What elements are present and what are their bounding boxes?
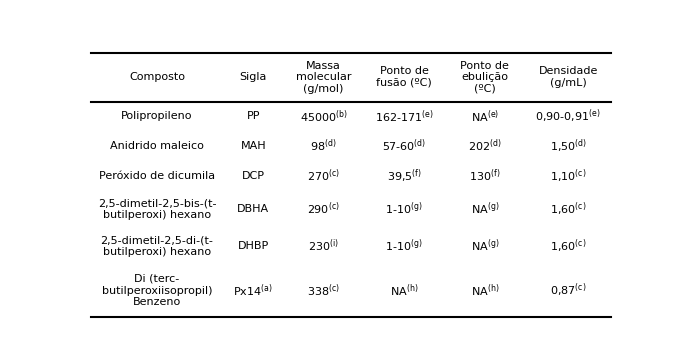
Text: 1-10$^{\mathregular{(g)}}$: 1-10$^{\mathregular{(g)}}$ <box>385 201 423 218</box>
Text: NA$^{\mathregular{(h)}}$: NA$^{\mathregular{(h)}}$ <box>471 282 499 299</box>
Text: DCP: DCP <box>241 171 265 181</box>
Text: Peróxido de dicumila: Peróxido de dicumila <box>99 171 215 181</box>
Text: 45000$^{\mathregular{(b)}}$: 45000$^{\mathregular{(b)}}$ <box>299 108 347 125</box>
Text: 270$^{\mathregular{(c)}}$: 270$^{\mathregular{(c)}}$ <box>307 168 340 184</box>
Text: 1,60$^{\mathregular{(c)}}$: 1,60$^{\mathregular{(c)}}$ <box>550 237 587 255</box>
Text: 130$^{\mathregular{(f)}}$: 130$^{\mathregular{(f)}}$ <box>469 168 501 184</box>
Text: Densidade
(g/mL): Densidade (g/mL) <box>539 66 598 88</box>
Text: NA$^{\mathregular{(g)}}$: NA$^{\mathregular{(g)}}$ <box>471 201 499 218</box>
Text: 0,90-0,91$^{\mathregular{(e)}}$: 0,90-0,91$^{\mathregular{(e)}}$ <box>535 108 601 125</box>
Text: 1,10$^{\mathregular{(c)}}$: 1,10$^{\mathregular{(c)}}$ <box>550 167 587 185</box>
Text: Massa
molecular
(g/mol): Massa molecular (g/mol) <box>296 61 351 94</box>
Text: DHBP: DHBP <box>237 241 269 251</box>
Text: PP: PP <box>246 111 260 121</box>
Text: Composto: Composto <box>129 72 185 82</box>
Text: 338$^{\mathregular{(c)}}$: 338$^{\mathregular{(c)}}$ <box>307 282 340 299</box>
Text: Sigla: Sigla <box>239 72 267 82</box>
Text: Ponto de
ebulição
(ºC): Ponto de ebulição (ºC) <box>460 61 509 94</box>
Text: 2,5-dimetil-2,5-di-(t-
butilperoxi) hexano: 2,5-dimetil-2,5-di-(t- butilperoxi) hexa… <box>100 235 213 257</box>
Text: NA$^{\mathregular{(h)}}$: NA$^{\mathregular{(h)}}$ <box>390 282 418 299</box>
Text: 290$^{\mathregular{(c)}}$: 290$^{\mathregular{(c)}}$ <box>307 201 340 218</box>
Text: MAH: MAH <box>241 141 266 151</box>
Text: 162-171$^{\mathregular{(e)}}$: 162-171$^{\mathregular{(e)}}$ <box>375 108 434 125</box>
Text: 230$^{\mathregular{(i)}}$: 230$^{\mathregular{(i)}}$ <box>308 238 339 254</box>
Text: Ponto de
fusão (ºC): Ponto de fusão (ºC) <box>376 66 432 88</box>
Text: 98$^{\mathregular{(d)}}$: 98$^{\mathregular{(d)}}$ <box>310 138 337 154</box>
Text: 0,87$^{\mathregular{(c)}}$: 0,87$^{\mathregular{(c)}}$ <box>550 282 587 299</box>
Text: 1,60$^{\mathregular{(c)}}$: 1,60$^{\mathregular{(c)}}$ <box>550 200 587 218</box>
Text: 1,50$^{\mathregular{(d)}}$: 1,50$^{\mathregular{(d)}}$ <box>550 137 587 155</box>
Text: NA$^{\mathregular{(e)}}$: NA$^{\mathregular{(e)}}$ <box>471 108 499 125</box>
Text: Px14$^{\mathregular{(a)}}$: Px14$^{\mathregular{(a)}}$ <box>233 282 273 299</box>
Text: 1-10$^{\mathregular{(g)}}$: 1-10$^{\mathregular{(g)}}$ <box>385 238 423 254</box>
Text: Polipropileno: Polipropileno <box>121 111 192 121</box>
Text: Anidrido maleico: Anidrido maleico <box>110 141 204 151</box>
Text: 202$^{\mathregular{(d)}}$: 202$^{\mathregular{(d)}}$ <box>468 138 502 154</box>
Text: 57-60$^{\mathregular{(d)}}$: 57-60$^{\mathregular{(d)}}$ <box>382 138 426 154</box>
Text: 39,5$^{\mathregular{(f)}}$: 39,5$^{\mathregular{(f)}}$ <box>387 167 421 185</box>
Text: NA$^{\mathregular{(g)}}$: NA$^{\mathregular{(g)}}$ <box>471 238 499 254</box>
Text: 2,5-dimetil-2,5-bis-(t-
butilperoxi) hexano: 2,5-dimetil-2,5-bis-(t- butilperoxi) hex… <box>98 199 216 220</box>
Text: Di (terc-
butilperoxiisopropil)
Benzeno: Di (terc- butilperoxiisopropil) Benzeno <box>102 274 212 307</box>
Text: DBHA: DBHA <box>237 204 269 214</box>
